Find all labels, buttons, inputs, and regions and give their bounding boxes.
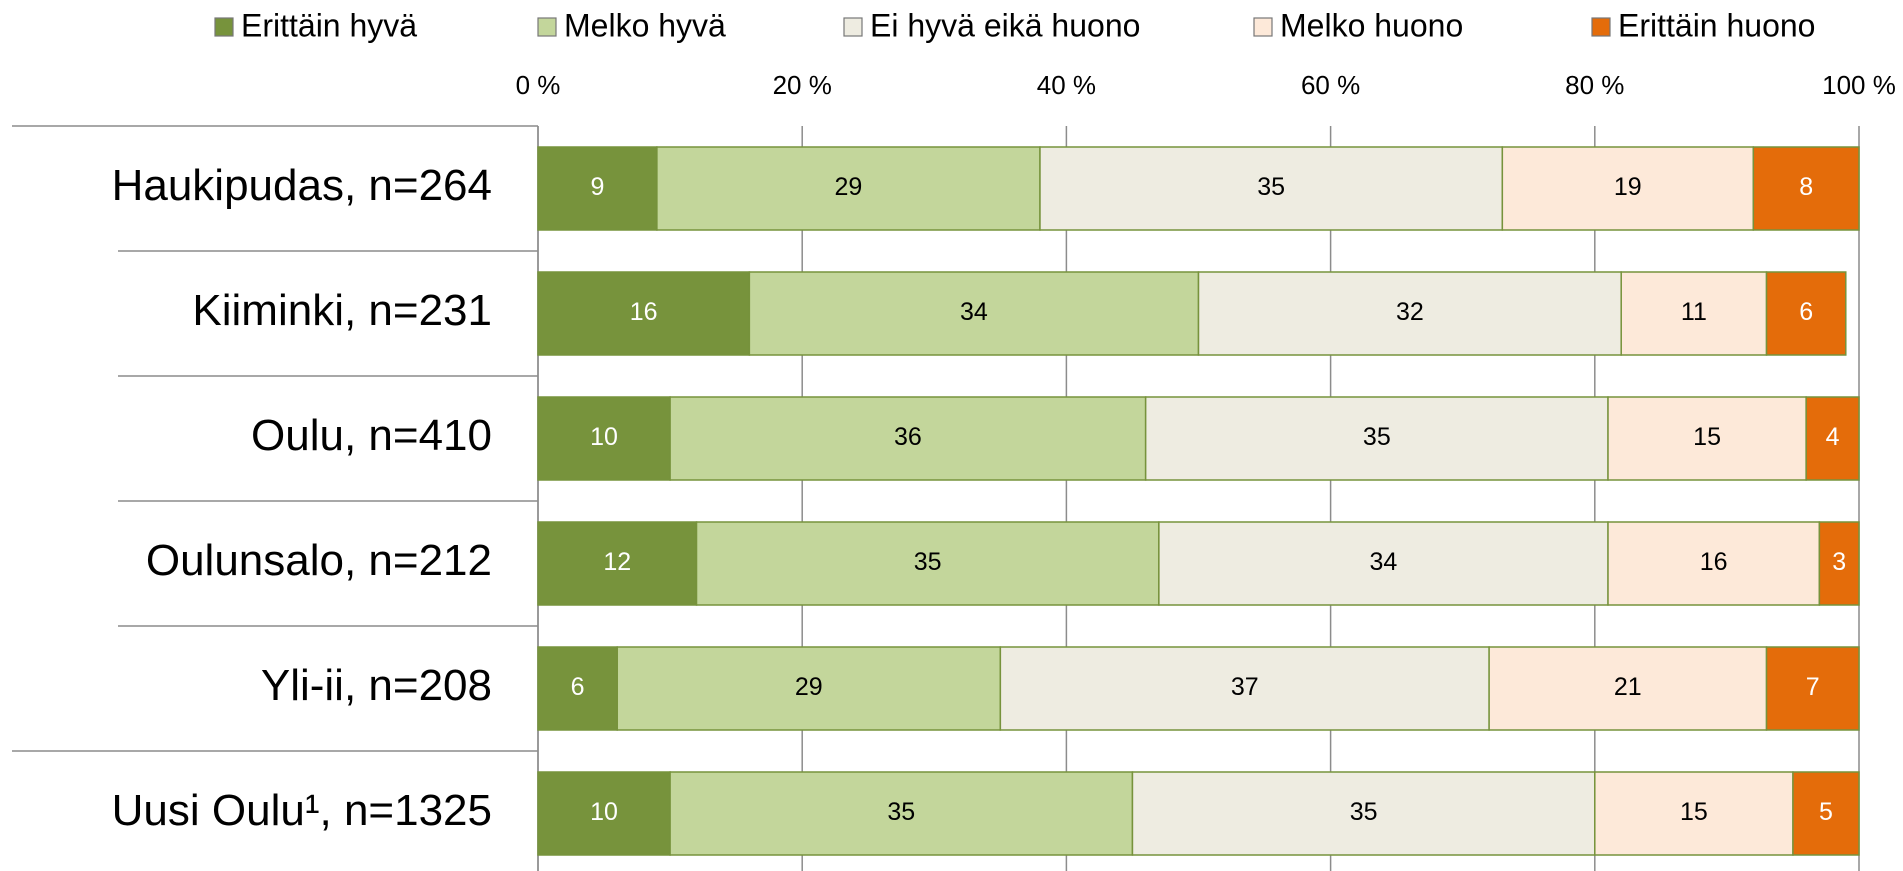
legend-swatch: [1591, 17, 1611, 37]
bar-segment: [1488, 646, 1768, 731]
value-label: 36: [894, 423, 922, 451]
x-tick-label: 20 %: [773, 70, 832, 100]
legend-label: Melko hyvä: [564, 7, 726, 43]
bar-segment: [1765, 646, 1860, 731]
legend-label: Melko huono: [1280, 7, 1463, 43]
value-label: 8: [1799, 173, 1813, 201]
value-label: 35: [914, 548, 942, 576]
bar-segment: [537, 396, 671, 481]
bar-segment: [537, 146, 658, 231]
bar-segment: [695, 521, 1160, 606]
value-label: 3: [1832, 548, 1846, 576]
value-label: 12: [603, 548, 631, 576]
bar-segment: [1131, 771, 1596, 856]
value-label: 6: [1799, 298, 1813, 326]
bar-segment: [1765, 271, 1847, 356]
category-label: Haukipudas, n=264: [112, 161, 492, 210]
value-label: 10: [590, 798, 618, 826]
bar-segment: [1818, 521, 1860, 606]
legend-label: Ei hyvä eikä huono: [870, 7, 1140, 43]
value-label: 19: [1614, 173, 1642, 201]
value-label: 7: [1806, 673, 1820, 701]
bar-segment: [656, 146, 1041, 231]
value-label: 5: [1819, 798, 1833, 826]
bar-segment: [537, 771, 671, 856]
value-label: 35: [1350, 798, 1378, 826]
bar-segment: [1792, 771, 1860, 856]
x-tick-label: 60 %: [1301, 70, 1360, 100]
x-tick-label: 100 %: [1822, 70, 1896, 100]
value-label: 15: [1680, 798, 1708, 826]
bar-segment: [1607, 396, 1807, 481]
value-label: 35: [1257, 173, 1285, 201]
value-label: 4: [1826, 423, 1840, 451]
value-label: 21: [1614, 673, 1642, 701]
category-label: Oulunsalo, n=212: [146, 536, 492, 585]
bar-segment: [537, 521, 698, 606]
x-tick-label: 40 %: [1037, 70, 1096, 100]
value-label: 6: [571, 673, 585, 701]
value-label: 34: [960, 298, 988, 326]
bar-segment: [1620, 271, 1768, 356]
bar-segment: [1805, 396, 1860, 481]
x-tick-label: 80 %: [1565, 70, 1624, 100]
legend-swatch: [1253, 17, 1273, 37]
bar-segment: [1158, 521, 1609, 606]
value-label: 29: [795, 673, 823, 701]
bar-segment: [1039, 146, 1504, 231]
value-label: 35: [887, 798, 915, 826]
value-label: 16: [1700, 548, 1728, 576]
bar-segment: [1144, 396, 1609, 481]
bar-segment: [1752, 146, 1860, 231]
bar-segment: [1607, 521, 1821, 606]
legend-label: Erittäin huono: [1618, 7, 1815, 43]
legend-swatch: [843, 17, 863, 37]
legend-label: Erittäin hyvä: [241, 7, 417, 43]
bar-segment: [616, 646, 1002, 731]
bar-segment: [669, 396, 1147, 481]
value-label: 35: [1363, 423, 1391, 451]
value-label: 9: [590, 173, 604, 201]
legend-swatch: [214, 17, 234, 37]
value-label: 15: [1693, 423, 1721, 451]
value-label: 10: [590, 423, 618, 451]
bar-segment: [1501, 146, 1755, 231]
value-label: 34: [1370, 548, 1398, 576]
value-label: 29: [835, 173, 863, 201]
bar-segment: [748, 271, 1200, 356]
bar-segment: [537, 271, 751, 356]
value-label: 32: [1396, 298, 1424, 326]
value-label: 11: [1681, 298, 1707, 326]
category-label: Kiiminki, n=231: [192, 286, 492, 335]
value-label: 37: [1231, 673, 1259, 701]
category-label: Uusi Oulu¹, n=1325: [112, 786, 492, 835]
legend-swatch: [537, 17, 557, 37]
x-tick-label: 0 %: [516, 70, 561, 100]
category-label: Oulu, n=410: [251, 411, 492, 460]
value-label: 16: [630, 298, 658, 326]
category-label: Yli-ii, n=208: [261, 661, 492, 710]
